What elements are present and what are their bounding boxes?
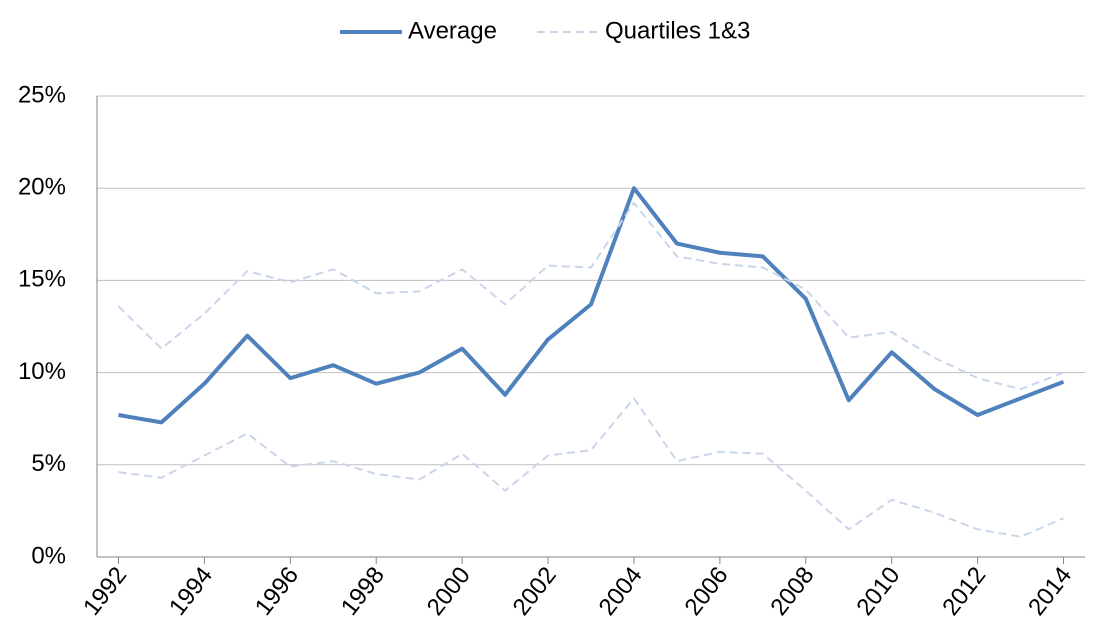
x-tick-label: 1996 xyxy=(250,562,304,621)
x-tick-label: 2010 xyxy=(851,562,905,621)
series-line xyxy=(118,397,1064,538)
x-tick-label: 2012 xyxy=(937,562,991,621)
x-tick-label: 1992 xyxy=(78,562,132,621)
x-tick-label: 2002 xyxy=(508,562,562,621)
legend-label: Quartiles 1&3 xyxy=(605,17,750,44)
x-tick-label: 2014 xyxy=(1023,562,1077,621)
y-tick-label: 20% xyxy=(18,174,66,201)
y-tick-label: 10% xyxy=(18,358,66,385)
y-tick-label: 15% xyxy=(18,266,66,293)
y-tick-label: 25% xyxy=(18,81,66,108)
x-tick-label: 2004 xyxy=(594,562,648,621)
series-line xyxy=(118,186,1065,425)
y-tick-label: 5% xyxy=(31,450,66,477)
x-tick-label: 1994 xyxy=(164,562,218,621)
y-tick-label: 0% xyxy=(31,542,66,569)
series-line xyxy=(117,201,1064,391)
legend-label: Average xyxy=(408,17,497,44)
x-tick-label: 2006 xyxy=(679,562,733,621)
x-tick-label: 2008 xyxy=(765,562,819,621)
x-tick-label: 1998 xyxy=(336,562,390,621)
x-tick-label: 2000 xyxy=(422,562,476,621)
